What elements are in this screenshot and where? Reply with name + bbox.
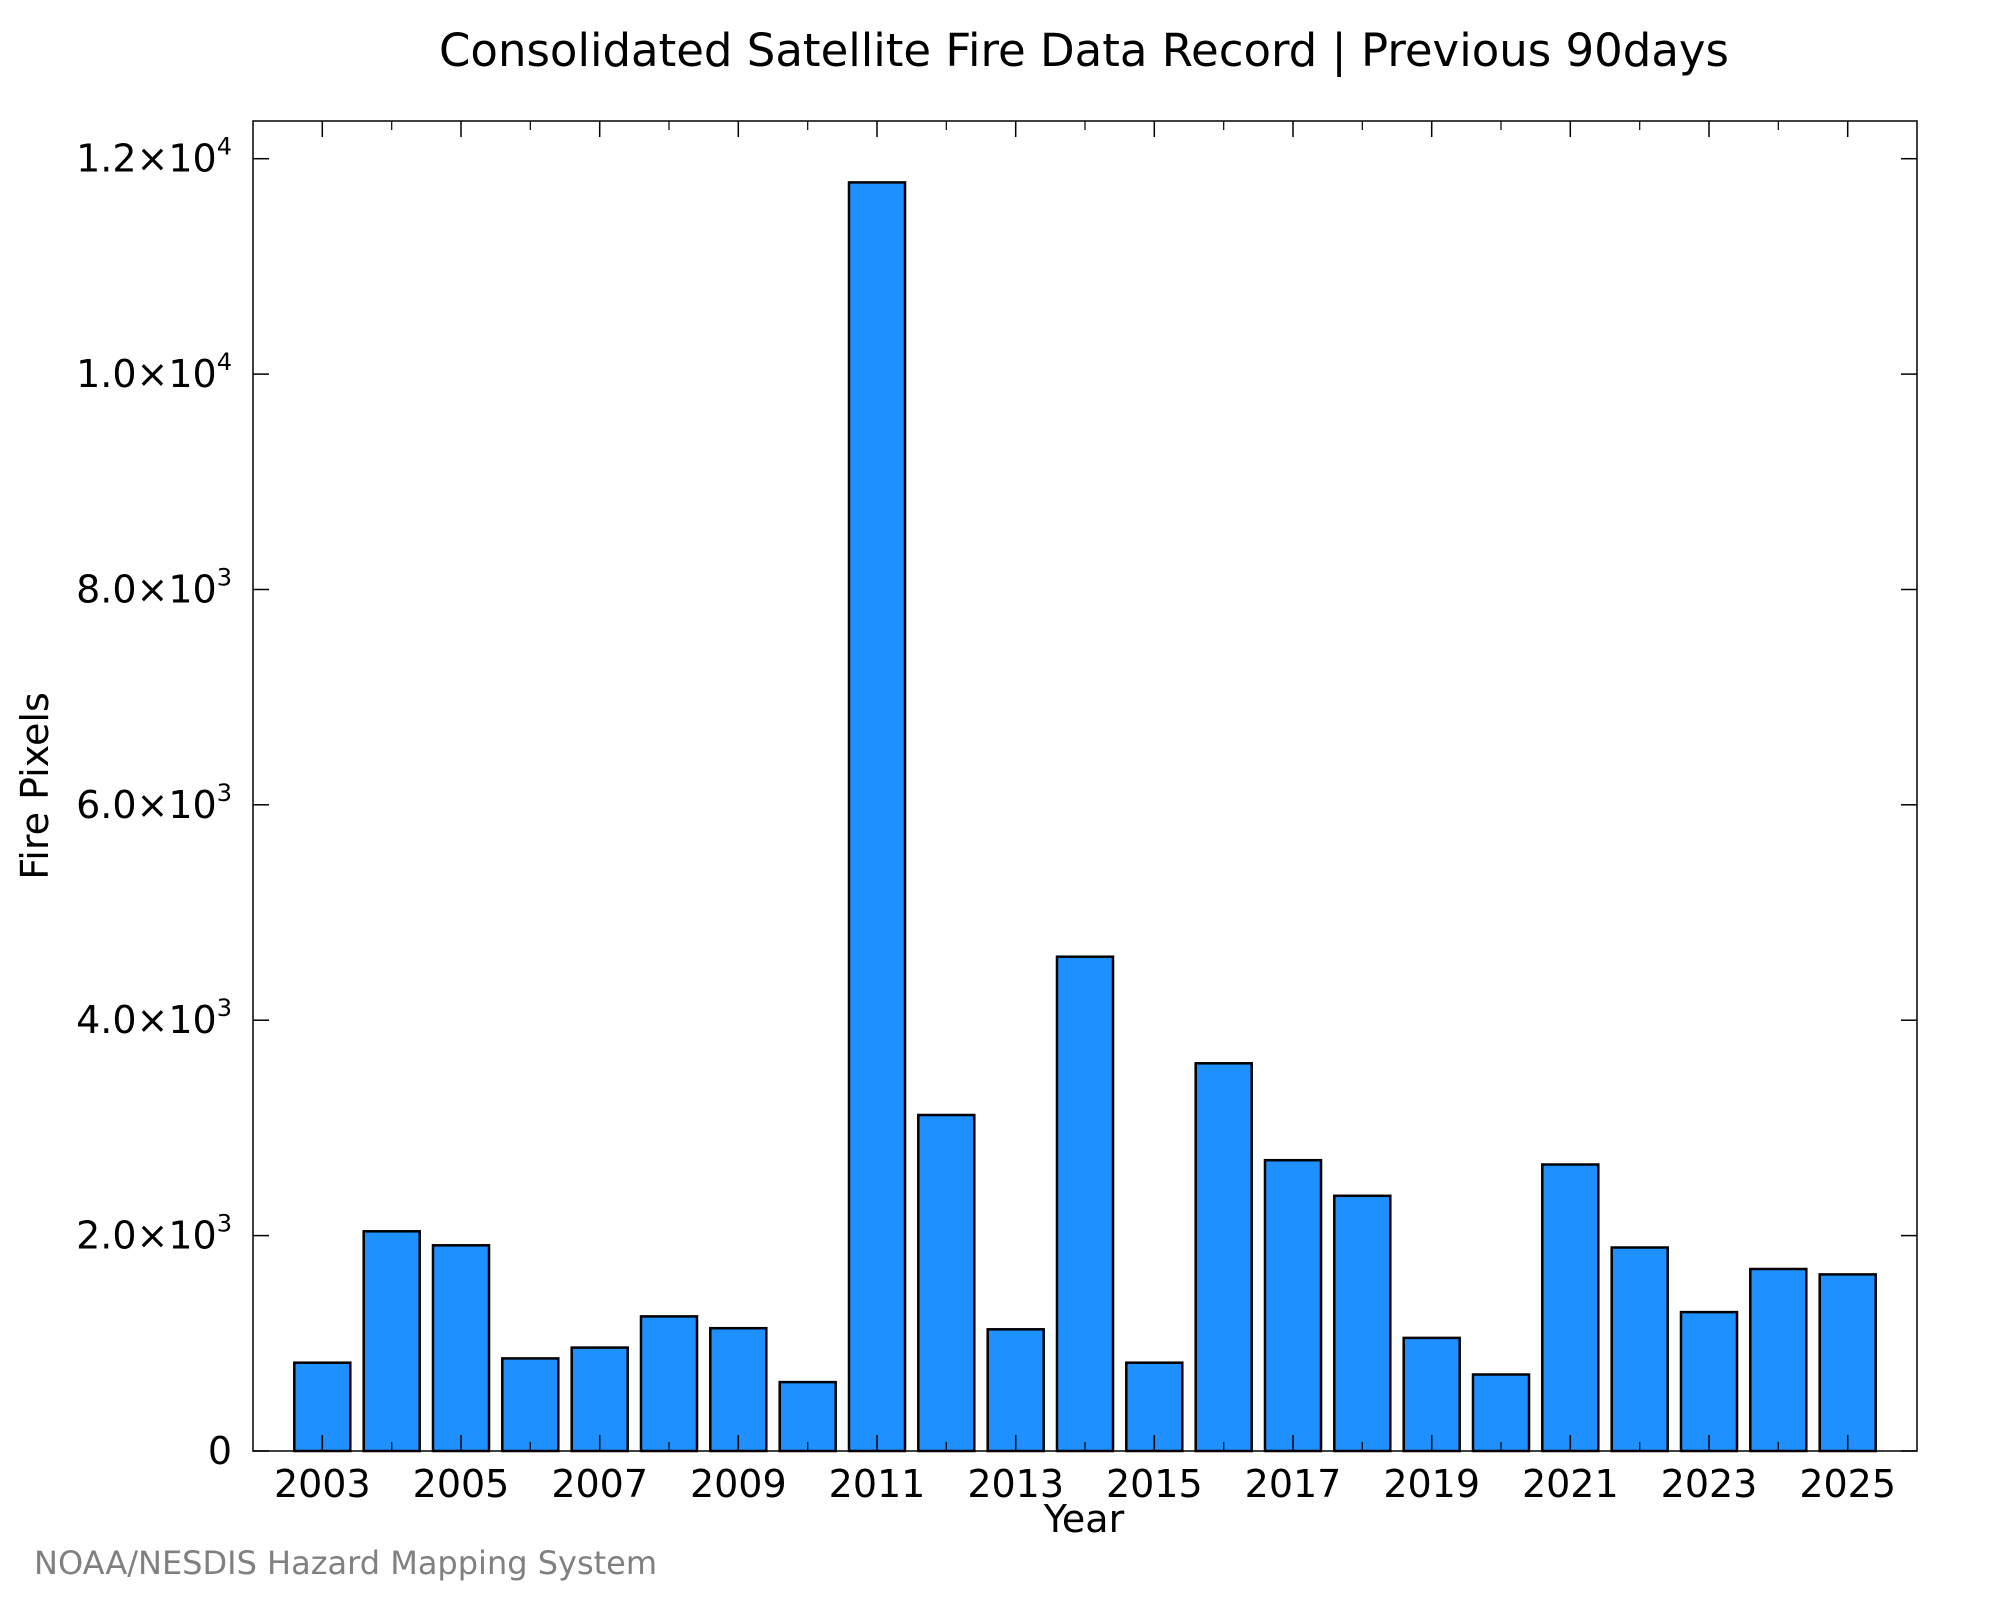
y-axis-label: Fire Pixels [13, 692, 57, 880]
x-tick-label-2019: 2019 [1383, 1462, 1480, 1506]
x-tick-label-2009: 2009 [690, 1462, 787, 1506]
bar-2022 [1610, 1246, 1669, 1453]
bar-2021 [1541, 1163, 1600, 1453]
y-tick-labels: 0 2.0×103 4.0×103 6.0×103 8.0×103 1.0×104 1.2×… [76, 133, 232, 1473]
x-tick-label-2023: 2023 [1661, 1462, 1758, 1506]
x-tick-label-2005: 2005 [413, 1462, 510, 1506]
y-tick-label: 4.0×103 [76, 994, 232, 1042]
bar-2006 [501, 1357, 560, 1453]
y-tick-label: 6.0×103 [76, 779, 232, 827]
y-tick-label: 1.2×104 [76, 133, 232, 181]
bar-2004 [362, 1230, 421, 1453]
y-tick-label: 0 [208, 1429, 232, 1473]
bar-2014 [1055, 955, 1115, 1453]
chart-title: Consolidated Satellite Fire Data Record … [439, 24, 1729, 77]
x-tick-labels: 2003 2005 2007 2009 2011 2013 2015 2017 2019 2021… [274, 1462, 1896, 1506]
x-tick-label-2003: 2003 [274, 1462, 371, 1506]
bar-2025 [1818, 1273, 1877, 1453]
credit-label: NOAA/NESDIS Hazard Mapping System [34, 1544, 657, 1582]
x-tick-label-2007: 2007 [551, 1462, 648, 1506]
bar-2010 [778, 1380, 837, 1453]
axis-ticks [253, 121, 1917, 1452]
bar-2013 [986, 1328, 1045, 1453]
x-tick-label-2013: 2013 [967, 1462, 1064, 1506]
bar-2019 [1402, 1336, 1461, 1453]
bar-2005 [431, 1244, 491, 1453]
y-tick-label: 2.0×103 [76, 1210, 232, 1258]
bar-2016 [1194, 1062, 1253, 1453]
x-tick-label-2021: 2021 [1522, 1462, 1619, 1506]
x-tick-label-2011: 2011 [829, 1462, 926, 1506]
bar-2023 [1679, 1310, 1739, 1453]
bar-2012 [917, 1113, 976, 1453]
bar-2020 [1471, 1373, 1531, 1453]
x-axis-label: Year [1043, 1497, 1125, 1541]
x-tick-label-2025: 2025 [1799, 1462, 1896, 1506]
bar-2018 [1333, 1194, 1392, 1453]
bar-2017 [1263, 1158, 1323, 1453]
bar-2011 [847, 181, 907, 1453]
x-tick-label-2017: 2017 [1245, 1462, 1342, 1506]
bar-2009 [709, 1326, 768, 1453]
y-tick-label: 8.0×103 [76, 564, 232, 612]
x-tick-label-2015: 2015 [1106, 1462, 1203, 1506]
y-tick-label: 1.0×104 [76, 348, 232, 396]
bar-2024 [1749, 1267, 1808, 1453]
bars-group [293, 181, 1877, 1453]
bar-2008 [639, 1315, 699, 1453]
